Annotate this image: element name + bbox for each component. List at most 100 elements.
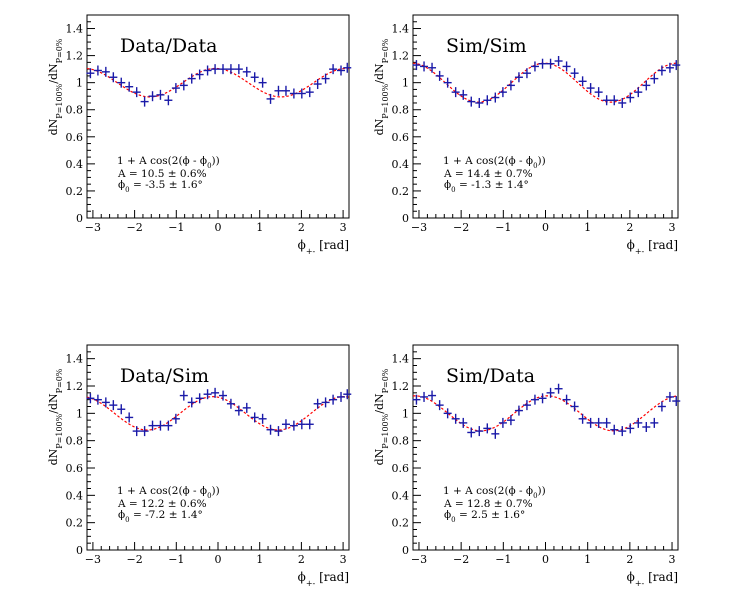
x-tick-label: −2 [126, 221, 142, 234]
y-tick-label: 0.4 [66, 158, 84, 171]
y-tick-label: 0.2 [392, 517, 410, 530]
y-tick-label: 0.4 [392, 158, 410, 171]
y-axis-title: dNP=100%/dNP=0% [373, 368, 390, 465]
data-point [148, 420, 157, 431]
x-tick-label: 2 [298, 221, 305, 234]
data-point [610, 95, 619, 106]
x-tick-label: 2 [626, 553, 633, 566]
data-point [498, 417, 507, 428]
data-point [148, 91, 157, 102]
plot-panel: 0 0.2 0.4 0.6 0.8 1 1.2 1.4 −3 −2 −1 0 1 2 3 dNP=100%/d… [47, 14, 352, 256]
x-tick-label: −2 [453, 221, 469, 234]
y-tick-label: 0.8 [392, 104, 410, 117]
data-point [420, 391, 429, 402]
y-tick-label: 1.4 [392, 353, 410, 366]
x-tick-label: −3 [411, 553, 427, 566]
y-tick-label: 0.6 [392, 131, 410, 144]
data-point [187, 73, 196, 84]
data-point [483, 423, 492, 434]
data-point [514, 405, 523, 416]
data-point [578, 76, 587, 87]
data-point [665, 391, 674, 402]
x-tick-label: 1 [256, 553, 263, 566]
y-axis-title-text: dNP=100%/dNP=0% [47, 38, 64, 135]
x-tick-label: −3 [85, 553, 101, 566]
y-axis-title-text: dNP=100%/dNP=0% [373, 368, 390, 465]
data-point [297, 88, 306, 99]
fit-phase: ϕ0 = 2.5 ± 1.6° [444, 509, 525, 524]
y-axis-title: dNP=100%/dNP=0% [373, 38, 390, 135]
data-point [179, 390, 188, 401]
data-point [101, 397, 110, 408]
y-tick-label: 1 [402, 407, 409, 420]
y-tick-label: 1.2 [392, 50, 410, 63]
data-point [187, 397, 196, 408]
y-axis-title: dNP=100%/dNP=0% [47, 38, 64, 135]
fit-amplitude: A = 10.5 ± 0.6% [117, 168, 207, 180]
data-point [483, 95, 492, 106]
data-point [242, 66, 251, 77]
fit-formula: 1 + A cos(2(ϕ - ϕ0)) [443, 485, 546, 500]
data-point [554, 383, 563, 394]
data-point [274, 426, 283, 437]
data-point [329, 64, 338, 75]
data-point [530, 394, 539, 405]
x-tick-label: −2 [453, 553, 469, 566]
y-tick-label: 1.2 [66, 50, 84, 63]
plot-panel: 0 0.2 0.4 0.6 0.8 1 1.2 1.4 −3 −2 −1 0 1 2 3 dNP=100%/d… [373, 14, 681, 256]
data-point [570, 68, 579, 79]
data-point [642, 80, 651, 91]
data-point [164, 95, 173, 106]
data-point [117, 404, 126, 415]
data-point [475, 426, 484, 437]
data-point [451, 87, 460, 98]
y-tick-label: 0.8 [66, 435, 84, 448]
data-point [86, 393, 95, 404]
data-point [657, 401, 666, 412]
data-point [642, 422, 651, 432]
x-tick-label: 0 [542, 553, 549, 566]
data-point [475, 97, 484, 108]
x-tick-label: 3 [669, 553, 676, 566]
data-point [443, 77, 452, 88]
x-tick-label: 3 [340, 553, 347, 566]
x-tick-label: 1 [256, 221, 263, 234]
x-tick-label: −2 [126, 553, 142, 566]
data-point [266, 424, 275, 435]
data-point [321, 397, 330, 408]
y-axis-title: dNP=100%/dNP=0% [47, 368, 64, 465]
data-point [467, 427, 476, 438]
fit-phase: ϕ0 = -7.2 ± 1.4° [118, 509, 203, 524]
data-point [219, 390, 228, 401]
y-tick-label: 0.2 [66, 517, 84, 530]
data-point [443, 408, 452, 419]
x-tick-label: 1 [584, 553, 591, 566]
x-tick-label: −1 [168, 221, 184, 234]
data-point [125, 81, 134, 92]
data-point [203, 65, 212, 76]
fit-amplitude: A = 12.2 ± 0.6% [117, 498, 207, 510]
data-point [522, 68, 531, 79]
data-point [522, 400, 531, 411]
y-tick-label: 0.8 [392, 435, 410, 448]
data-point [250, 72, 259, 83]
panel-title: Sim/Data [446, 365, 535, 387]
data-point [313, 79, 322, 90]
fit-phase: ϕ0 = -3.5 ± 1.6° [118, 179, 203, 194]
data-point [650, 417, 659, 428]
data-point [109, 400, 118, 411]
data-point [289, 88, 298, 99]
y-tick-label: 1.4 [66, 353, 84, 366]
fit-curve [412, 62, 679, 103]
data-point [140, 96, 149, 107]
data-point [195, 393, 204, 404]
fit-amplitude: A = 14.4 ± 0.7% [443, 168, 533, 180]
data-point [594, 417, 603, 428]
data-point [297, 419, 306, 430]
data-point [435, 70, 444, 81]
data-point [93, 65, 102, 76]
data-point [305, 87, 314, 98]
x-axis-title: ϕ+- [rad] [298, 570, 349, 588]
x-tick-label: −3 [411, 221, 427, 234]
data-point [602, 95, 611, 106]
